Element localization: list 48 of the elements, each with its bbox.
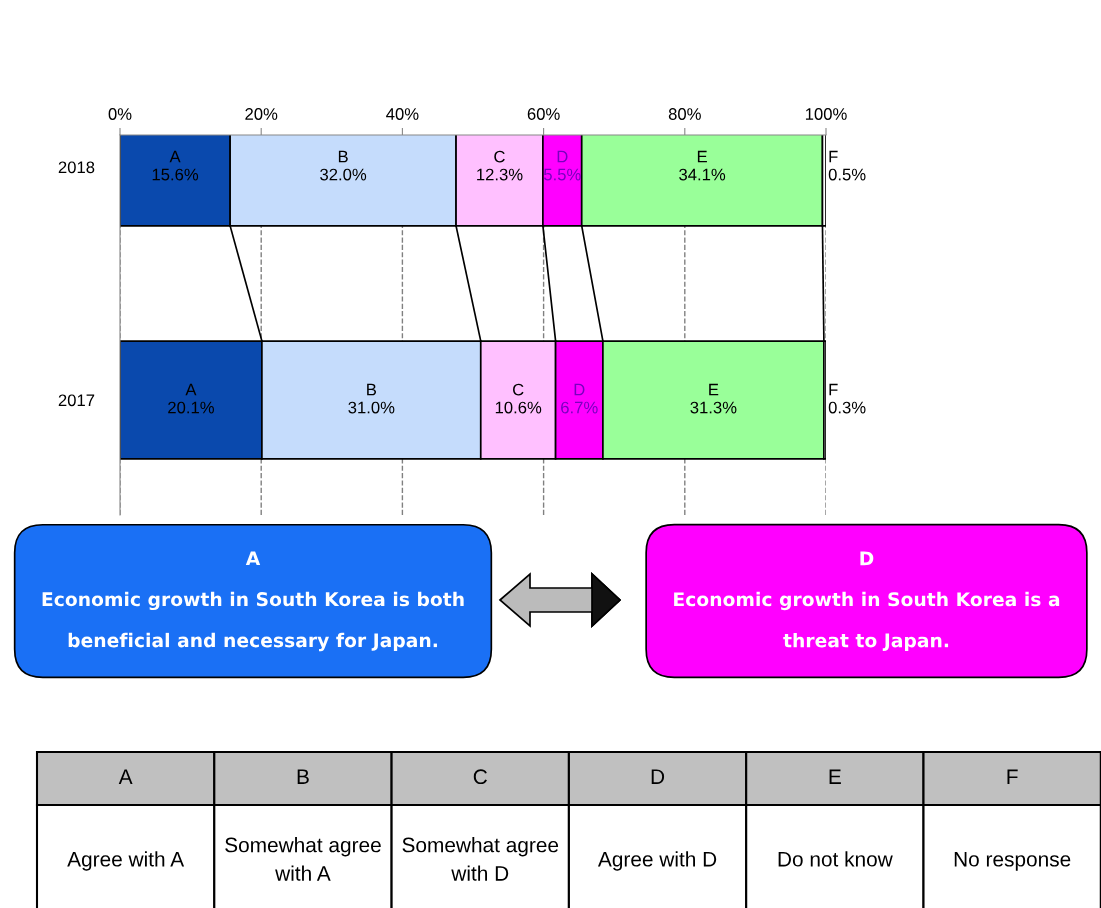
- x-tick-label: 100%: [805, 108, 847, 120]
- text: F: [1007, 769, 1018, 784]
- data-label: 31.3%: [690, 401, 737, 414]
- text: No response: [954, 852, 1071, 871]
- text: Do not know: [778, 851, 893, 867]
- text: D: [860, 551, 874, 566]
- data-label: 31.0%: [348, 401, 395, 414]
- text: Economic growth in South Korea is both beneficial and necessary for Japan.: [42, 591, 464, 652]
- x-tick-label: 60%: [527, 108, 560, 120]
- data-label: 15.6%: [152, 168, 199, 181]
- text: B: [297, 769, 309, 784]
- series-label: D: [557, 150, 568, 163]
- text: A: [169, 150, 181, 163]
- series-label: A: [185, 383, 197, 396]
- x-tick-label: 20%: [245, 108, 278, 120]
- text: E: [697, 150, 707, 163]
- series-label: B: [367, 383, 377, 396]
- text: D: [651, 769, 665, 784]
- x-tick-label: 40%: [386, 108, 419, 120]
- series-label: E: [709, 383, 719, 396]
- data-label: 5.5%: [543, 168, 581, 181]
- data-label: 0.3%: [828, 401, 866, 414]
- text: D: [574, 383, 585, 396]
- data-label: 0.5%: [828, 168, 866, 181]
- data-label: 10.6%: [495, 401, 542, 414]
- data-label: 32.0%: [320, 168, 367, 181]
- data-label: 20.1%: [168, 401, 214, 414]
- text: C: [473, 769, 487, 785]
- series-label: C: [513, 383, 524, 396]
- data-label: 34.1%: [679, 168, 726, 181]
- series-label: F: [829, 150, 838, 163]
- text: Somewhat agree with A: [225, 837, 381, 881]
- text: F: [829, 383, 838, 396]
- data-label: 6.7%: [561, 401, 598, 414]
- x-tick-label: 0%: [108, 108, 132, 120]
- text: A: [245, 551, 261, 566]
- text: A: [118, 769, 133, 784]
- y-tick-label: 2018: [58, 161, 95, 174]
- text: C: [494, 150, 505, 163]
- text: E: [829, 769, 841, 784]
- data-label: 12.3%: [477, 168, 523, 181]
- text: Economic growth in South Korea is a threat to Japan.: [674, 591, 1060, 652]
- text: B: [338, 150, 348, 163]
- text: Somewhat agree with D: [402, 837, 559, 881]
- y-tick-label: 2017: [58, 394, 95, 407]
- x-tick-label: 80%: [668, 108, 701, 120]
- text: Agree with D: [597, 851, 717, 871]
- text: Agree with A: [67, 851, 185, 871]
